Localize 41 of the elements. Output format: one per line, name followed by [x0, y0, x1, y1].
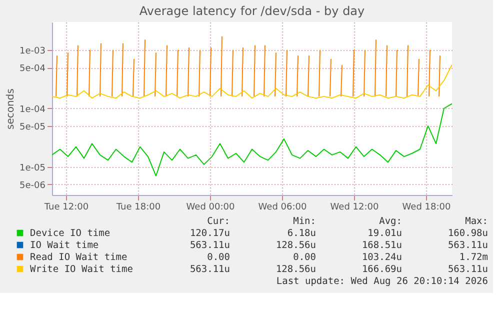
- text: 120.17u: [190, 228, 230, 239]
- legend-label: Device IO time: [30, 228, 110, 239]
- text: 128.56u: [276, 240, 316, 251]
- x-tick-label: Tue 18:00: [115, 202, 161, 212]
- text: 1.72m: [459, 252, 488, 263]
- text: 563.11u: [448, 264, 488, 275]
- y-tick-label: 5e-06: [20, 180, 46, 191]
- x-tick-label: Tue 12:00: [43, 202, 89, 212]
- line-series: [52, 64, 452, 99]
- text: 0.00: [207, 252, 230, 263]
- text: Min:: [293, 216, 316, 227]
- text: 103.24u: [362, 252, 402, 263]
- y-tick-label: 5e-04: [20, 64, 46, 74]
- legend-label: Write IO Wait time: [30, 264, 134, 275]
- text: 160.98u: [448, 228, 488, 239]
- text: 19.01u: [368, 228, 402, 239]
- text: 563.11u: [190, 264, 230, 275]
- chart-title: Average latency for /dev/sda - by day: [139, 4, 365, 18]
- text: 168.51u: [362, 240, 402, 251]
- x-tick-label: Wed 00:00: [186, 202, 235, 212]
- text: 128.56u: [276, 264, 316, 275]
- x-tick-label: Wed 06:00: [258, 202, 307, 212]
- x-tick-label: Wed 18:00: [402, 202, 451, 212]
- text: Cur:: [207, 216, 230, 227]
- text: Avg:: [379, 216, 402, 227]
- text: 0.00: [293, 252, 316, 263]
- legend-label: Read IO Wait time: [30, 252, 128, 263]
- text: 563.11u: [190, 240, 230, 251]
- text: Last update: Wed Aug 26 20:10:14 2026: [276, 276, 488, 287]
- x-tick-label: Wed 12:00: [330, 202, 379, 212]
- y-tick-label: 1e-05: [20, 163, 46, 174]
- y-tick-label: 5e-05: [20, 122, 46, 132]
- text: 6.18u: [287, 228, 316, 239]
- y-axis-title: seconds: [6, 88, 17, 130]
- text: 563.11u: [448, 240, 488, 251]
- y-tick-label: 1e-04: [20, 104, 46, 115]
- text: Max:: [465, 216, 488, 227]
- y-tick-label: 1e-03: [20, 46, 46, 56]
- text: 166.69u: [362, 264, 402, 275]
- line-series: [52, 103, 452, 176]
- legend-label: IO Wait time: [30, 240, 99, 251]
